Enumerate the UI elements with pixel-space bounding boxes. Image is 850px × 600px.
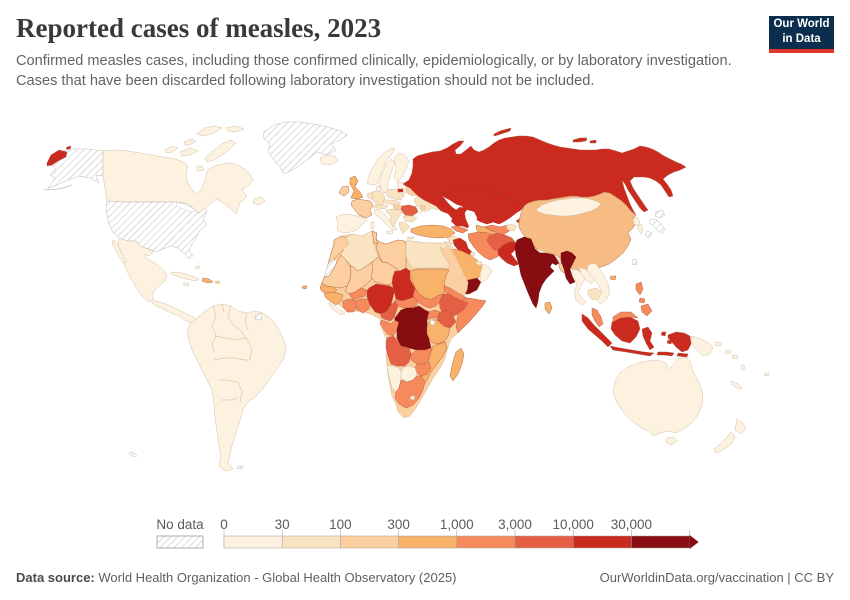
svg-text:1,000: 1,000 — [440, 517, 474, 532]
svg-text:30,000: 30,000 — [611, 517, 652, 532]
svg-text:0: 0 — [220, 517, 228, 532]
svg-text:3,000: 3,000 — [498, 517, 532, 532]
svg-text:100: 100 — [329, 517, 352, 532]
svg-text:No data: No data — [156, 517, 204, 532]
svg-text:300: 300 — [387, 517, 410, 532]
svg-text:30: 30 — [275, 517, 290, 532]
svg-text:10,000: 10,000 — [553, 517, 594, 532]
